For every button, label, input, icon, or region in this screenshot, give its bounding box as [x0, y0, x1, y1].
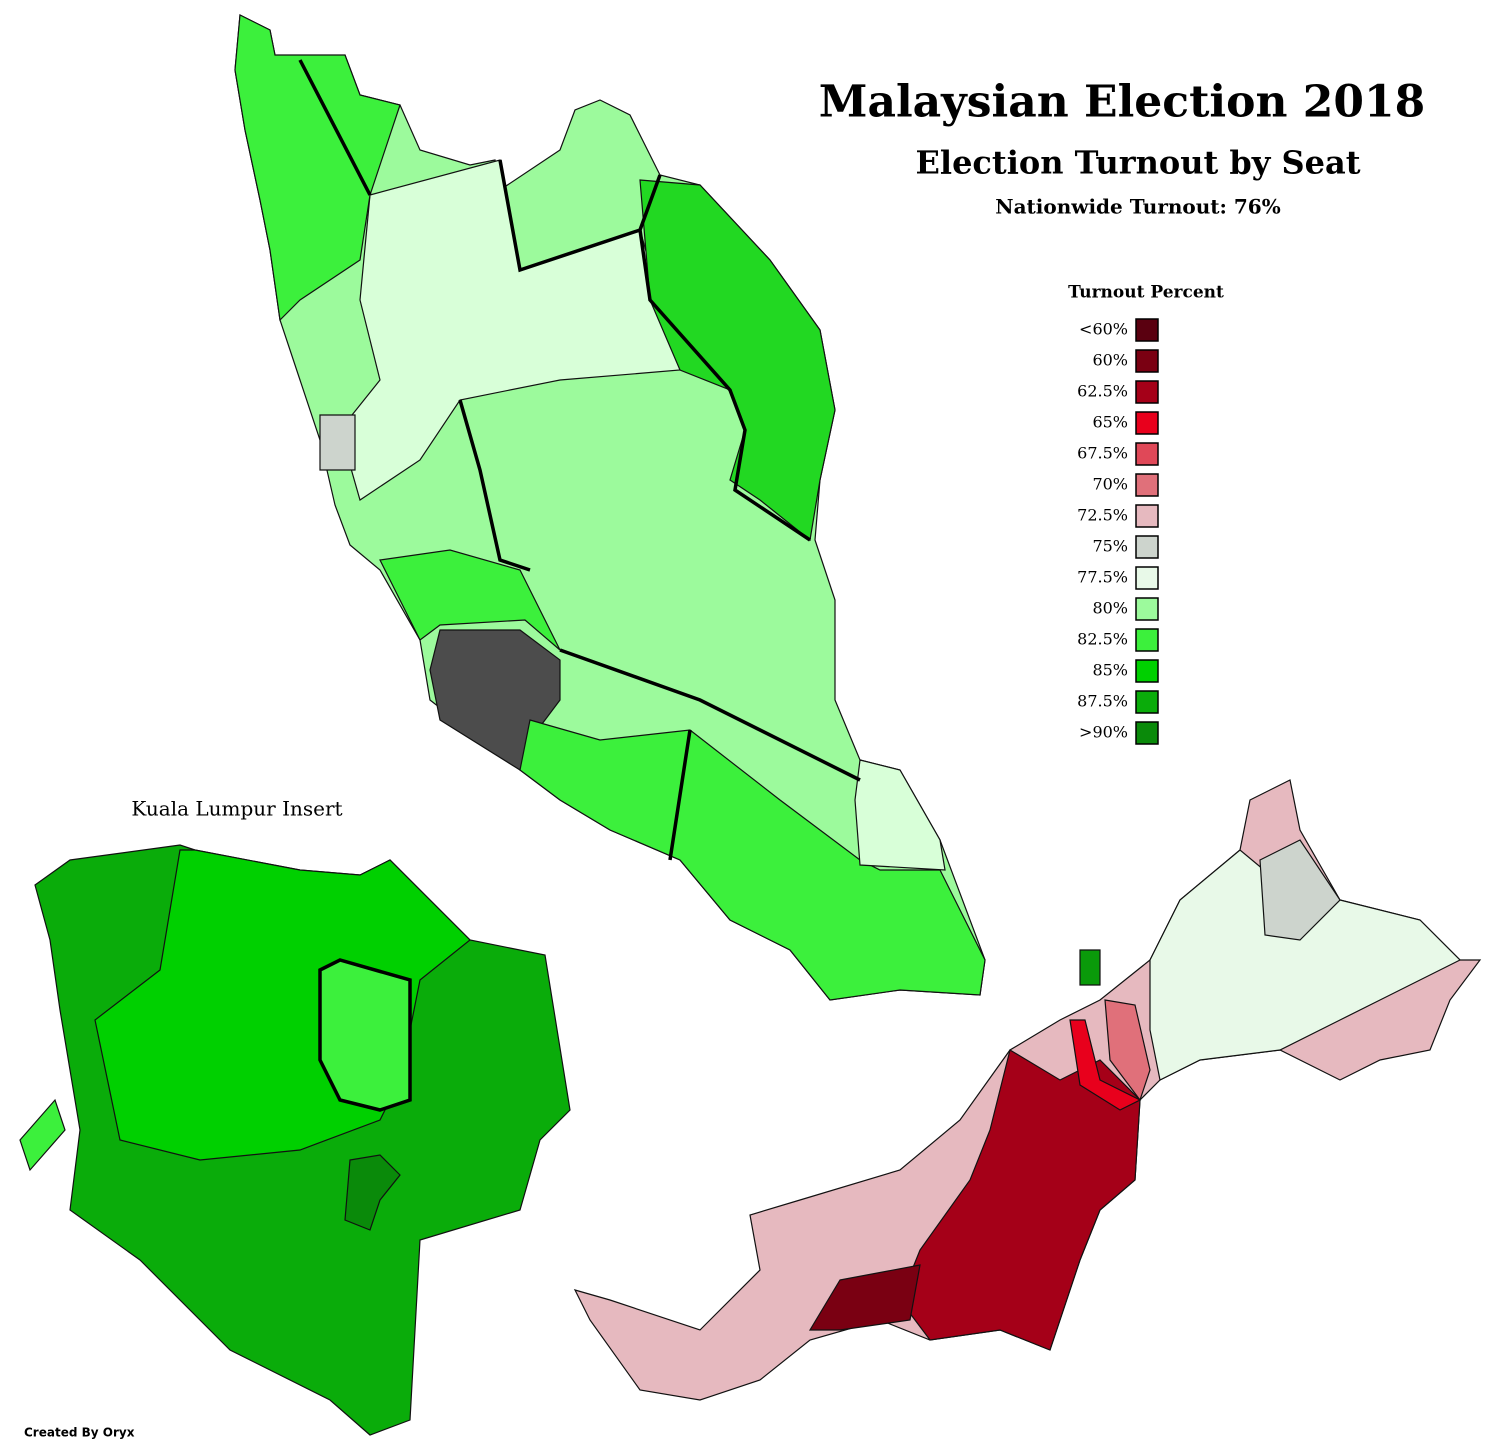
peninsular-malaysia [234, 14, 986, 1001]
legend-label: 72.5% [1077, 506, 1128, 525]
region [1149, 849, 1462, 1081]
legend-swatch [1135, 690, 1159, 714]
legend-swatch [1135, 349, 1159, 373]
legend-label: 62.5% [1077, 382, 1128, 401]
region [1259, 839, 1341, 941]
region [808, 1264, 921, 1331]
legend-label: 85% [1092, 661, 1128, 680]
kl-insert [19, 844, 571, 1436]
state-border [298, 59, 861, 861]
legend-label: 65% [1092, 413, 1128, 432]
legend-title: Turnout Percent [1068, 283, 1224, 303]
legend-swatch [1135, 318, 1159, 342]
legend-swatch [1135, 566, 1159, 590]
region [1079, 949, 1101, 986]
legend: Turnout Percent <60% 60% 62.5% 65% 67.5% 70% 7… [1068, 283, 1224, 745]
legend-label: 67.5% [1077, 444, 1128, 463]
legend-swatch [1135, 473, 1159, 497]
legend-label: 70% [1092, 475, 1128, 494]
legend-label: 82.5% [1077, 630, 1128, 649]
legend-swatch [1135, 628, 1159, 652]
borneo [573, 779, 1482, 1401]
region [234, 14, 401, 322]
legend-label: >90% [1079, 723, 1128, 742]
legend-swatch [1135, 721, 1159, 745]
turnout-note: Nationwide Turnout: 76% [995, 195, 1280, 219]
region [19, 1098, 66, 1172]
legend-swatch [1135, 442, 1159, 466]
region [319, 414, 356, 471]
title: Malaysian Election 2018 [819, 77, 1426, 128]
legend-swatch [1135, 411, 1159, 435]
region [639, 179, 836, 542]
legend-label: <60% [1079, 320, 1128, 339]
insert-label: Kuala Lumpur Insert [131, 797, 342, 821]
subtitle: Election Turnout by Seat [916, 144, 1361, 182]
legend-swatch [1135, 659, 1159, 683]
state-border [318, 958, 412, 1112]
region [379, 549, 561, 651]
legend-label: 77.5% [1077, 568, 1128, 587]
legend-swatch [1135, 535, 1159, 559]
legend-swatch [1135, 380, 1159, 404]
region [519, 719, 986, 1001]
region [899, 1049, 1141, 1351]
legend-label: 60% [1092, 351, 1128, 370]
legend-swatch [1135, 597, 1159, 621]
credit: Created By Oryx [24, 1426, 135, 1440]
region [854, 759, 946, 871]
region [344, 1154, 401, 1231]
legend-label: 75% [1092, 537, 1128, 556]
region [1104, 999, 1151, 1102]
legend-label: 87.5% [1077, 692, 1128, 711]
legend-swatch [1135, 504, 1159, 528]
legend-label: 80% [1092, 599, 1128, 618]
